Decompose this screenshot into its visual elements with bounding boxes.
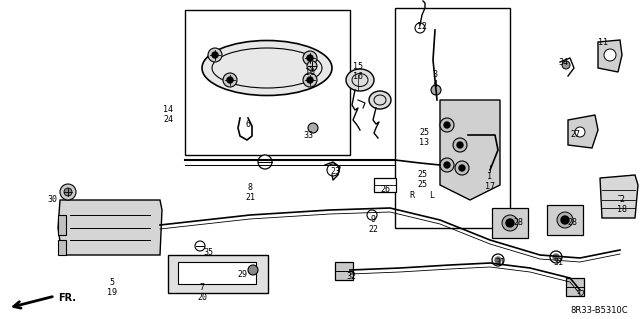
Text: 27: 27 [570,130,580,139]
Text: 29: 29 [237,270,247,279]
Circle shape [457,142,463,148]
Bar [547,205,583,235]
Circle shape [307,77,313,83]
Text: 8
21: 8 21 [245,183,255,202]
Circle shape [502,215,518,231]
Text: 3
4: 3 4 [433,70,438,89]
Circle shape [459,165,465,171]
Circle shape [367,210,377,220]
Text: 31: 31 [495,258,505,267]
Text: 7
20: 7 20 [197,283,207,302]
Circle shape [307,61,317,71]
Circle shape [327,164,339,176]
Text: 34: 34 [558,58,568,67]
Text: 9
22: 9 22 [368,215,378,234]
Text: 32: 32 [575,290,585,299]
Circle shape [307,55,313,61]
Circle shape [431,85,441,95]
Circle shape [444,122,450,128]
Text: 35: 35 [203,248,213,257]
Text: 5
19: 5 19 [107,278,117,297]
Text: 28: 28 [513,218,523,227]
Circle shape [303,73,317,87]
Circle shape [550,251,562,263]
Text: 25
13: 25 13 [419,128,429,147]
Circle shape [495,257,501,263]
Text: FR.: FR. [58,293,76,303]
Polygon shape [600,175,638,218]
Text: 6: 6 [246,120,250,129]
Circle shape [440,118,454,132]
Circle shape [64,188,72,196]
Circle shape [561,216,569,224]
Circle shape [557,212,573,228]
Circle shape [248,265,258,275]
Polygon shape [598,40,622,72]
Text: 2
18: 2 18 [617,195,627,214]
Circle shape [258,155,272,169]
Ellipse shape [346,69,374,91]
Text: 10: 10 [305,68,315,77]
Text: 15
16: 15 16 [353,62,363,81]
Circle shape [208,48,222,62]
Ellipse shape [202,41,332,95]
Text: 28: 28 [567,218,577,227]
Circle shape [455,161,469,175]
Bar [58,240,66,255]
Text: 31: 31 [553,258,563,267]
Text: 23: 23 [330,167,340,176]
Bar [185,10,350,155]
Bar [395,8,510,228]
Circle shape [308,123,318,133]
Bar [374,178,396,192]
Polygon shape [568,115,598,148]
Polygon shape [440,100,500,200]
Circle shape [303,51,317,65]
Text: 32: 32 [346,272,356,281]
Circle shape [562,61,570,69]
Circle shape [227,77,233,83]
Bar [492,208,528,238]
Bar [58,215,66,235]
Circle shape [453,138,467,152]
Text: 14
24: 14 24 [163,105,173,124]
Bar [335,262,353,280]
Ellipse shape [369,91,391,109]
Circle shape [415,23,425,33]
Bar [566,278,584,296]
Text: 30: 30 [47,195,57,204]
Circle shape [212,52,218,58]
Circle shape [60,184,76,200]
Polygon shape [58,200,162,255]
Text: 33: 33 [303,131,313,140]
Bar [168,255,268,293]
Text: 11: 11 [598,38,608,47]
Circle shape [604,49,616,61]
Text: 26: 26 [380,185,390,194]
Circle shape [492,254,504,266]
Circle shape [223,73,237,87]
Circle shape [440,158,454,172]
Text: 25
25
R   L: 25 25 R L [410,170,435,200]
Text: 8R33-B5310C: 8R33-B5310C [570,306,628,315]
Text: 12: 12 [417,22,427,31]
Text: 1
17: 1 17 [485,172,495,191]
Circle shape [195,241,205,251]
Circle shape [575,127,585,137]
Circle shape [506,219,514,227]
Circle shape [553,254,559,260]
Circle shape [444,162,450,168]
Bar [178,262,256,284]
